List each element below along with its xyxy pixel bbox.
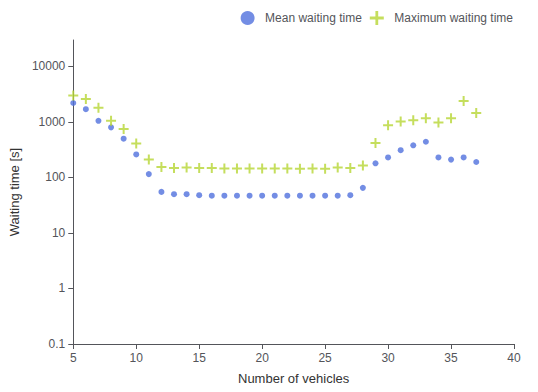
- svg-text:5: 5: [70, 351, 77, 365]
- svg-text:25: 25: [318, 351, 332, 365]
- svg-text:40: 40: [507, 351, 521, 365]
- svg-text:1: 1: [59, 281, 66, 295]
- svg-text:Mean waiting time: Mean waiting time: [265, 11, 362, 25]
- svg-text:Number of vehicles: Number of vehicles: [238, 371, 350, 386]
- svg-text:Maximum waiting time: Maximum waiting time: [394, 11, 513, 25]
- svg-text:10: 10: [130, 351, 144, 365]
- svg-text:1000: 1000: [39, 115, 66, 129]
- svg-text:20: 20: [255, 351, 269, 365]
- svg-text:Waiting time [s]: Waiting time [s]: [7, 148, 22, 236]
- svg-text:15: 15: [193, 351, 207, 365]
- svg-text:10000: 10000: [32, 59, 66, 73]
- svg-text:30: 30: [381, 351, 395, 365]
- svg-text:100: 100: [45, 170, 65, 184]
- svg-text:10: 10: [52, 226, 66, 240]
- svg-text:0.1: 0.1: [49, 337, 66, 351]
- svg-text:35: 35: [444, 351, 458, 365]
